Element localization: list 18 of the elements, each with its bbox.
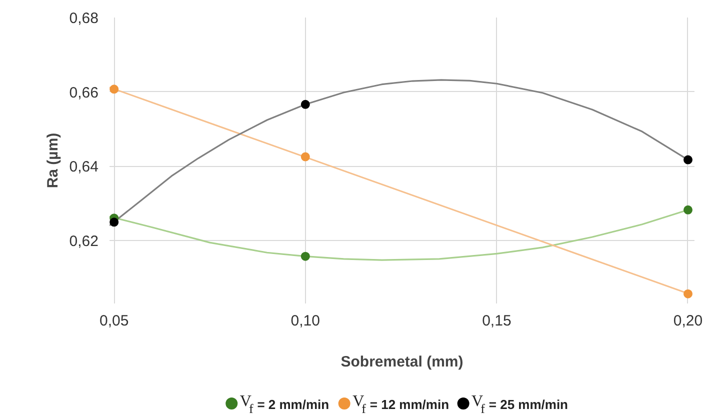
point (683, 205, 692, 214)
y-tick-label: 0,68 (69, 10, 99, 27)
point (110, 84, 119, 94)
x-tick-label: 0,20 (673, 312, 703, 330)
y-tick-label: 0,64 (69, 158, 99, 176)
y-tick-label: 0,66 (69, 84, 99, 102)
x-tick-label: 0,05 (99, 312, 129, 330)
x-axis-title: Sobremetal (mm) (340, 354, 464, 370)
point (300, 100, 310, 109)
point (683, 289, 692, 298)
x-tick-label: 0,10 (290, 312, 320, 330)
point (300, 152, 310, 162)
point (683, 155, 692, 164)
point (300, 252, 310, 261)
x-tick-label: 0,15 (482, 312, 512, 330)
y-tick-label: 0,62 (69, 232, 99, 250)
point (110, 218, 119, 227)
y-axis-title: Ra (µm) (44, 132, 62, 188)
